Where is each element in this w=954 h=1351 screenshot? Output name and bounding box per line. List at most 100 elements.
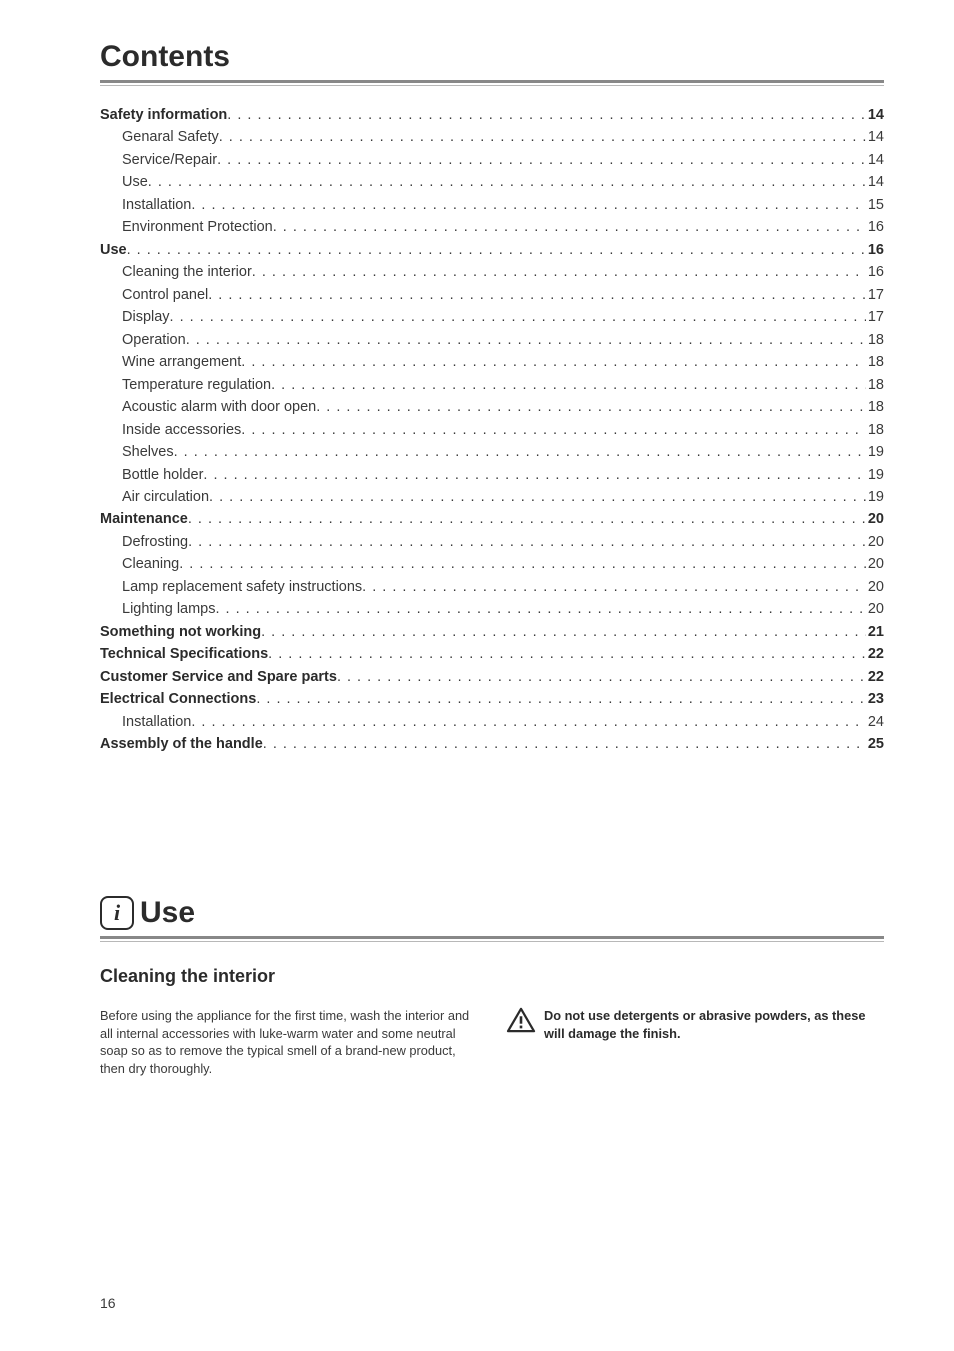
toc-label: Installation bbox=[122, 711, 191, 733]
toc-dots bbox=[263, 733, 866, 755]
cleaning-sub-heading: Cleaning the interior bbox=[100, 966, 884, 987]
toc-row: Temperature regulation 18 bbox=[100, 374, 884, 396]
toc-label: Cleaning the interior bbox=[122, 261, 252, 283]
toc-page-number: 18 bbox=[866, 396, 884, 418]
toc-dots bbox=[209, 486, 866, 508]
toc-page-number: 20 bbox=[866, 553, 884, 575]
toc-page-number: 18 bbox=[866, 329, 884, 351]
toc-page-number: 19 bbox=[866, 441, 884, 463]
toc-page-number: 20 bbox=[866, 508, 884, 530]
hr-thin bbox=[100, 941, 884, 942]
page-number: 16 bbox=[100, 1295, 116, 1311]
toc-page-number: 21 bbox=[866, 621, 884, 643]
toc-page-number: 19 bbox=[866, 464, 884, 486]
toc-label: Use bbox=[100, 239, 127, 261]
toc-page-number: 18 bbox=[866, 351, 884, 373]
toc-dots bbox=[252, 261, 866, 283]
toc-dots bbox=[174, 441, 866, 463]
toc-dots bbox=[268, 643, 866, 665]
toc-label: Operation bbox=[122, 329, 186, 351]
toc-label: Installation bbox=[122, 194, 191, 216]
toc-page-number: 20 bbox=[866, 576, 884, 598]
toc-label: Lighting lamps bbox=[122, 598, 216, 620]
toc-row: Air circulation19 bbox=[100, 486, 884, 508]
hr-thick bbox=[100, 80, 884, 83]
toc-row: Lamp replacement safety instructions20 bbox=[100, 576, 884, 598]
toc-row: Bottle holder 19 bbox=[100, 464, 884, 486]
toc-label: Customer Service and Spare parts bbox=[100, 666, 337, 688]
toc-dots bbox=[241, 419, 866, 441]
toc-label: Temperature regulation bbox=[122, 374, 271, 396]
toc-label: Inside accessories bbox=[122, 419, 241, 441]
toc-dots bbox=[188, 531, 866, 553]
toc-label: Control panel bbox=[122, 284, 208, 306]
toc-label: Bottle holder bbox=[122, 464, 203, 486]
warning-icon bbox=[506, 1007, 536, 1038]
toc-dots bbox=[186, 329, 866, 351]
toc-row: Display17 bbox=[100, 306, 884, 328]
use-heading: Use bbox=[140, 896, 195, 930]
toc-row: Installation 24 bbox=[100, 711, 884, 733]
toc-label: Service/Repair bbox=[122, 149, 217, 171]
divider bbox=[100, 936, 884, 942]
toc-dots bbox=[127, 239, 866, 261]
toc-row: Safety information14 bbox=[100, 104, 884, 126]
toc-dots bbox=[227, 104, 866, 126]
toc-dots bbox=[271, 374, 866, 396]
toc-dots bbox=[208, 284, 866, 306]
toc-label: Environment Protection bbox=[122, 216, 273, 238]
toc-page-number: 16 bbox=[866, 239, 884, 261]
toc-page-number: 18 bbox=[866, 419, 884, 441]
toc-page-number: 22 bbox=[866, 666, 884, 688]
toc-label: Wine arrangement bbox=[122, 351, 241, 373]
toc-page-number: 24 bbox=[866, 711, 884, 733]
toc-page-number: 20 bbox=[866, 598, 884, 620]
toc-dots bbox=[362, 576, 866, 598]
document-page: Contents Safety information14Genaral Saf… bbox=[0, 0, 954, 1351]
info-icon: i bbox=[100, 896, 134, 930]
toc-dots bbox=[217, 149, 866, 171]
toc-label: Use bbox=[122, 171, 148, 193]
toc-row: Operation 18 bbox=[100, 329, 884, 351]
toc-row: Genaral Safety14 bbox=[100, 126, 884, 148]
toc-label: Shelves bbox=[122, 441, 174, 463]
toc-dots bbox=[170, 306, 866, 328]
toc-row: Shelves 19 bbox=[100, 441, 884, 463]
toc-row: Cleaning 20 bbox=[100, 553, 884, 575]
toc-page-number: 16 bbox=[866, 216, 884, 238]
toc-page-number: 17 bbox=[866, 284, 884, 306]
toc-dots bbox=[273, 216, 866, 238]
use-section: i Use Cleaning the interior Before using… bbox=[100, 896, 884, 1079]
toc-row: Acoustic alarm with door open18 bbox=[100, 396, 884, 418]
toc-row: Service/Repair14 bbox=[100, 149, 884, 171]
toc-dots bbox=[256, 688, 866, 710]
toc-row: Environment Protection 16 bbox=[100, 216, 884, 238]
toc-row: Inside accessories 18 bbox=[100, 419, 884, 441]
toc-row: Lighting lamps 20 bbox=[100, 598, 884, 620]
toc-page-number: 18 bbox=[866, 374, 884, 396]
toc-dots bbox=[316, 396, 866, 418]
toc-dots bbox=[261, 621, 866, 643]
toc-label: Something not working bbox=[100, 621, 261, 643]
toc-dots bbox=[337, 666, 866, 688]
toc-dots bbox=[203, 464, 865, 486]
toc-row: Electrical Connections23 bbox=[100, 688, 884, 710]
toc-row: Use 16 bbox=[100, 239, 884, 261]
right-column: Do not use detergents or abrasive powder… bbox=[506, 1007, 884, 1079]
hr-thin bbox=[100, 85, 884, 86]
toc-page-number: 14 bbox=[866, 171, 884, 193]
left-column-text: Before using the appliance for the first… bbox=[100, 1007, 478, 1079]
toc-row: Wine arrangement 18 bbox=[100, 351, 884, 373]
toc-label: Cleaning bbox=[122, 553, 179, 575]
toc-label: Defrosting bbox=[122, 531, 188, 553]
toc-dots bbox=[179, 553, 866, 575]
hr-thick bbox=[100, 936, 884, 939]
toc-page-number: 23 bbox=[866, 688, 884, 710]
toc-label: Safety information bbox=[100, 104, 227, 126]
warning-text: Do not use detergents or abrasive powder… bbox=[544, 1007, 884, 1043]
toc-page-number: 19 bbox=[866, 486, 884, 508]
toc-dots bbox=[216, 598, 866, 620]
toc-label: Genaral Safety bbox=[122, 126, 219, 148]
toc-page-number: 22 bbox=[866, 643, 884, 665]
toc-dots bbox=[191, 711, 866, 733]
